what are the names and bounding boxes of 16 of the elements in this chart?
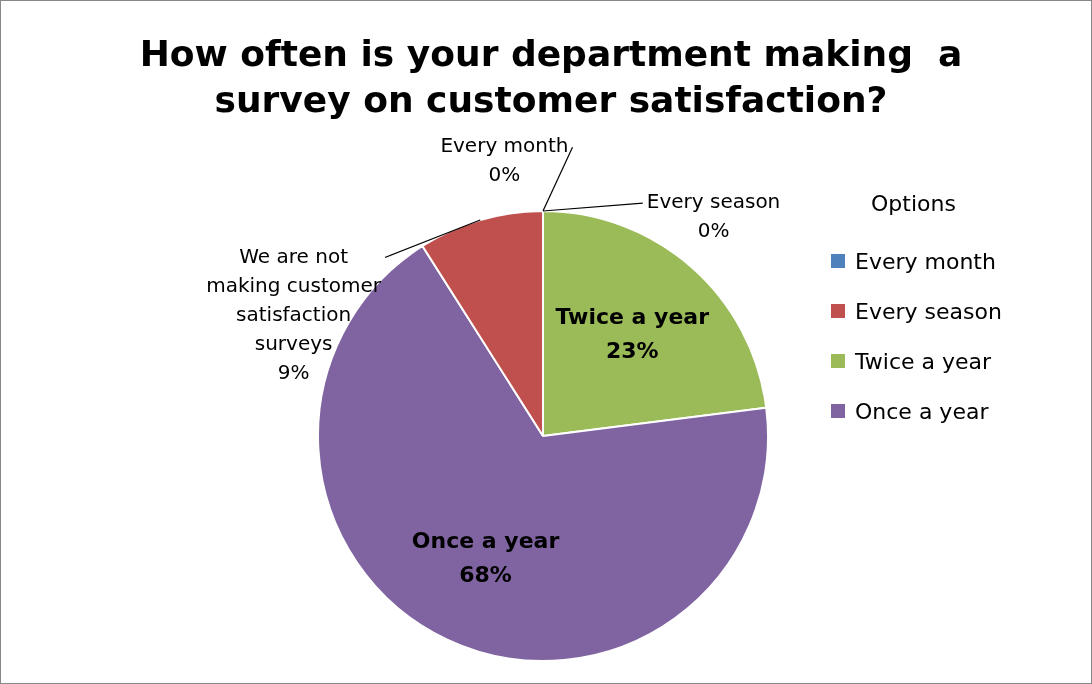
category-label: Every season: [855, 298, 1002, 324]
legend-label: Every month: [855, 248, 996, 274]
legend-label: Once a year: [855, 398, 989, 424]
slice-label: Once a year: [411, 527, 560, 553]
slice-label: Twice a year: [555, 304, 710, 330]
data-label: 9%: [277, 359, 310, 384]
legend-label: Every season: [646, 189, 781, 214]
chart-title: How often is your department making a survey on customer satisfaction?: [138, 32, 964, 122]
legend-title: Options: [871, 191, 957, 216]
category-label: Every month: [440, 133, 569, 158]
text: 0%: [697, 218, 730, 243]
data-label: 23%: [605, 338, 659, 364]
legend-label: Twice a year: [855, 348, 992, 374]
text: 0%: [488, 162, 521, 187]
data-label: 68%: [459, 561, 512, 587]
slice-label: We are not making customer satisfaction surveys: [206, 243, 382, 355]
